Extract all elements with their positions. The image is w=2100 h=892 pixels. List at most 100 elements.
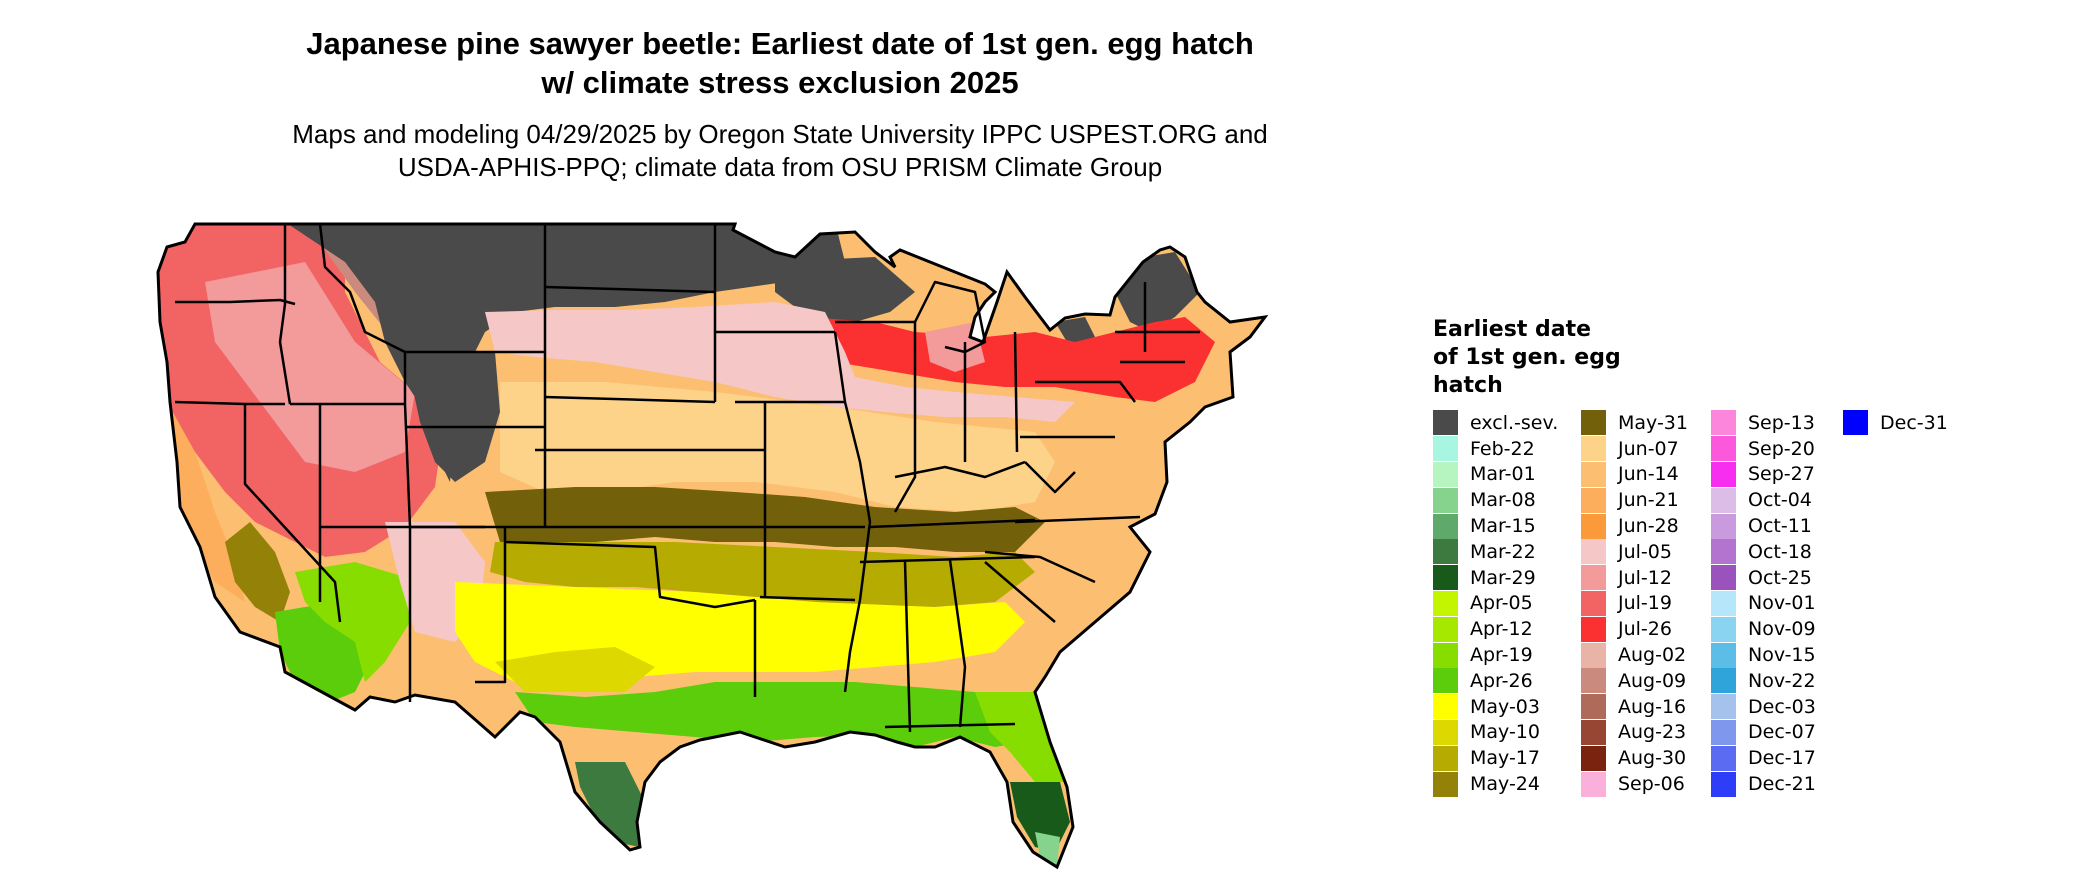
legend-swatch: [1581, 642, 1606, 668]
legend-swatch: [1711, 487, 1736, 513]
legend-item: May-10: [1433, 719, 1581, 746]
legend-swatch: [1711, 642, 1736, 668]
legend-swatch: [1581, 590, 1606, 616]
legend-label: Dec-07: [1748, 721, 1816, 744]
legend-label: Aug-16: [1618, 695, 1687, 718]
legend-label: May-17: [1470, 747, 1540, 770]
zone-florida-tip-mint: [1035, 832, 1060, 867]
legend-swatch: [1433, 539, 1458, 565]
legend-swatch: [1433, 436, 1458, 462]
legend-label: Oct-04: [1748, 489, 1812, 512]
zone-colorado-excluded: [405, 352, 500, 482]
legend-label: excl.-sev.: [1470, 411, 1559, 434]
legend-label: Nov-09: [1748, 618, 1816, 641]
zone-great-lakes-excluded: [775, 257, 915, 322]
legend-label: Sep-27: [1748, 463, 1815, 486]
legend-item: Jun-14: [1581, 461, 1711, 488]
legend-swatch: [1433, 461, 1458, 487]
legend-swatch: [1581, 410, 1606, 436]
legend-swatch: [1581, 616, 1606, 642]
legend-item: Aug-30: [1581, 745, 1711, 771]
legend: excl.-sev. Feb-22 Mar-01 Mar-08 Mar-15 Mar-22…: [1433, 410, 1983, 797]
legend-item: Dec-21: [1711, 771, 1843, 797]
legend-item: Jul-12: [1581, 565, 1711, 591]
legend-label: Mar-08: [1470, 489, 1536, 512]
legend-swatch: [1581, 565, 1606, 591]
legend-label: Mar-29: [1470, 566, 1536, 589]
zone-south-yellowdark: [495, 647, 655, 692]
legend-label: Dec-03: [1748, 695, 1816, 718]
legend-label: Jun-28: [1618, 515, 1679, 538]
zone-central-orange: [500, 382, 1055, 512]
legend-title-line-2: of 1st gen. egg: [1433, 345, 1621, 370]
legend-item: Oct-04: [1711, 487, 1843, 513]
legend-item: Sep-27: [1711, 461, 1843, 488]
legend-label: Apr-05: [1470, 592, 1533, 615]
legend-item: Mar-01: [1433, 461, 1581, 488]
legend-item: Mar-08: [1433, 487, 1581, 513]
legend-swatch: [1581, 694, 1606, 720]
legend-item: Nov-15: [1711, 642, 1843, 668]
legend-swatch: [1433, 745, 1458, 771]
legend-label: Jun-14: [1618, 463, 1679, 486]
legend-item: Aug-02: [1581, 642, 1711, 668]
legend-item: Dec-07: [1711, 719, 1843, 746]
legend-swatch: [1433, 487, 1458, 513]
legend-swatch: [1581, 461, 1606, 487]
legend-swatch: [1433, 694, 1458, 720]
legend-item: May-03: [1433, 694, 1581, 720]
map-title: Japanese pine sawyer beetle: Earliest da…: [150, 24, 1410, 102]
legend-swatch: [1433, 616, 1458, 642]
legend-item: Nov-01: [1711, 590, 1843, 617]
legend-label: Dec-21: [1748, 773, 1816, 796]
legend-item: Jun-28: [1581, 513, 1711, 539]
legend-swatch: [1711, 771, 1736, 797]
legend-swatch: [1581, 719, 1606, 745]
zone-gulf-green: [515, 682, 1025, 747]
legend-label: Sep-20: [1748, 437, 1815, 460]
subtitle-line-2: USDA-APHIS-PPQ; climate data from OSU PR…: [397, 152, 1163, 182]
legend-item: Aug-16: [1581, 694, 1711, 720]
legend-item: Sep-13: [1711, 410, 1843, 436]
subtitle-line-1: Maps and modeling 04/29/2025 by Oregon S…: [292, 119, 1268, 149]
legend-swatch: [1581, 513, 1606, 539]
legend-item: excl.-sev.: [1433, 410, 1581, 436]
legend-swatch: [1581, 539, 1606, 565]
legend-swatch: [1711, 513, 1736, 539]
legend-label: Apr-19: [1470, 644, 1533, 667]
legend-label: Sep-06: [1618, 773, 1685, 796]
legend-swatch: [1581, 771, 1606, 797]
legend-swatch: [1711, 694, 1736, 720]
legend-item: Mar-22: [1433, 539, 1581, 565]
legend-item: Nov-22: [1711, 668, 1843, 694]
legend-swatch: [1581, 668, 1606, 694]
legend-item: May-24: [1433, 771, 1581, 797]
legend-label: Jul-19: [1618, 592, 1672, 615]
legend-swatch: [1433, 719, 1458, 745]
legend-swatch: [1843, 410, 1868, 436]
legend-swatch: [1581, 436, 1606, 462]
legend-swatch: [1433, 771, 1458, 797]
legend-label: May-10: [1470, 721, 1540, 744]
legend-swatch: [1581, 745, 1606, 771]
legend-label: Aug-09: [1618, 669, 1687, 692]
conus-hatch-date-map: [156, 222, 1267, 869]
legend-item: May-17: [1433, 745, 1581, 771]
legend-item: Dec-17: [1711, 745, 1843, 771]
legend-swatch: [1711, 410, 1736, 436]
title-line-2: w/ climate stress exclusion 2025: [541, 65, 1019, 100]
zone-olive-light-band: [490, 542, 1035, 607]
legend-label: Oct-25: [1748, 566, 1812, 589]
legend-swatch: [1711, 668, 1736, 694]
legend-label: Nov-15: [1748, 644, 1816, 667]
legend-item: Apr-12: [1433, 616, 1581, 642]
zone-midwest-pinkband: [485, 302, 1075, 422]
legend-label: Jul-05: [1618, 540, 1672, 563]
legend-label: May-31: [1618, 411, 1688, 434]
legend-label: Jul-12: [1618, 566, 1672, 589]
legend-item: Apr-19: [1433, 642, 1581, 668]
legend-label: Nov-22: [1748, 669, 1816, 692]
legend-item: Oct-25: [1711, 565, 1843, 591]
legend-item: Sep-20: [1711, 436, 1843, 462]
zone-california-orange: [170, 407, 245, 602]
